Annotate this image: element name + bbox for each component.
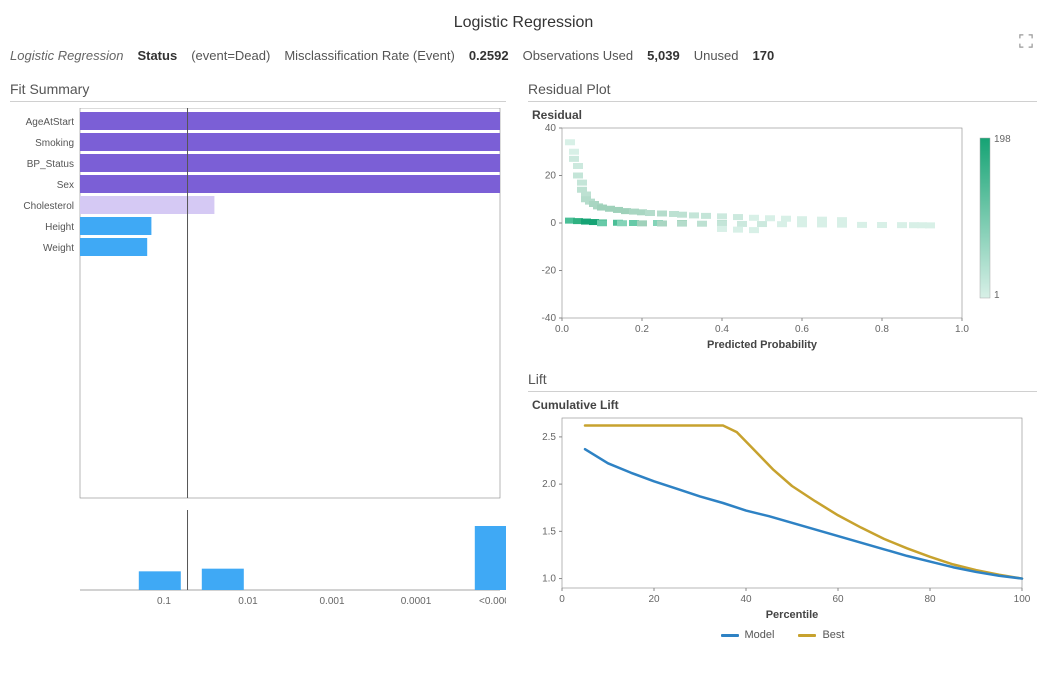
svg-text:2.5: 2.5	[542, 432, 556, 443]
svg-text:1.0: 1.0	[955, 324, 969, 335]
svg-text:40: 40	[740, 594, 752, 605]
svg-text:80: 80	[924, 594, 936, 605]
svg-text:-20: -20	[542, 266, 557, 277]
lift-y-title: Cumulative Lift	[532, 398, 1037, 412]
svg-text:Height: Height	[45, 222, 74, 233]
svg-text:Weight: Weight	[43, 243, 74, 254]
svg-text:1: 1	[994, 290, 1000, 301]
model-name: Logistic Regression	[10, 48, 123, 63]
svg-text:0.001: 0.001	[319, 596, 344, 607]
svg-text:40: 40	[545, 124, 557, 134]
page-title: Logistic Regression	[10, 14, 1037, 32]
residual-plot-title: Residual Plot	[528, 81, 1037, 102]
residual-y-title: Residual	[532, 108, 1037, 122]
obs-used-value: 5,039	[647, 48, 680, 63]
svg-text:20: 20	[545, 171, 557, 182]
svg-text:-40: -40	[542, 313, 557, 324]
svg-text:0.6: 0.6	[795, 324, 809, 335]
svg-text:<0.00001: <0.00001	[479, 596, 506, 607]
expand-icon[interactable]	[1019, 34, 1033, 48]
svg-text:0.1: 0.1	[157, 596, 171, 607]
lift-title: Lift	[528, 371, 1037, 392]
metric-label: Misclassification Rate (Event)	[284, 48, 455, 63]
svg-text:198: 198	[994, 134, 1011, 145]
lift-chart: 1.0 1.5 2.0 2.5 0 20 40 60 80 100 Percentile	[528, 414, 1032, 622]
svg-text:0.01: 0.01	[238, 596, 258, 607]
svg-text:0: 0	[550, 218, 556, 229]
svg-text:0: 0	[559, 594, 565, 605]
svg-text:Percentile: Percentile	[766, 609, 819, 621]
svg-text:1.5: 1.5	[542, 526, 556, 537]
fit-summary-title: Fit Summary	[10, 81, 506, 102]
event-label: (event=Dead)	[191, 48, 270, 63]
unused-label: Unused	[694, 48, 739, 63]
svg-text:0.0001: 0.0001	[401, 596, 432, 607]
svg-text:100: 100	[1014, 594, 1031, 605]
unused-value: 170	[753, 48, 775, 63]
svg-text:0.4: 0.4	[715, 324, 729, 335]
lift-legend: Model Best	[528, 629, 1037, 641]
status-label: Status	[137, 48, 177, 63]
svg-text:Predicted Probability: Predicted Probability	[707, 339, 818, 351]
svg-text:Sex: Sex	[57, 180, 74, 191]
svg-text:0.8: 0.8	[875, 324, 889, 335]
summary-row: Logistic Regression Status (event=Dead) …	[10, 48, 1037, 63]
svg-text:BP_Status: BP_Status	[27, 159, 74, 170]
legend-item: Model	[721, 629, 775, 641]
svg-text:AgeAtStart: AgeAtStart	[26, 117, 75, 128]
svg-text:0.0: 0.0	[555, 324, 569, 335]
obs-used-label: Observations Used	[523, 48, 634, 63]
legend-item: Best	[798, 629, 844, 641]
residual-plot-chart: -40 -20 0 20 40 0.0 0.2 0.4 0.6 0.8 1.0 Predicted P…	[528, 124, 1022, 352]
fit-summary-chart: AgeAtStart Smoking BP_Status Sex Cholesterol…	[10, 108, 506, 608]
svg-text:Smoking: Smoking	[35, 138, 74, 149]
svg-text:Cholesterol: Cholesterol	[23, 201, 74, 212]
svg-text:60: 60	[832, 594, 844, 605]
metric-value: 0.2592	[469, 48, 509, 63]
svg-text:2.0: 2.0	[542, 479, 556, 490]
svg-text:1.0: 1.0	[542, 574, 556, 585]
svg-text:20: 20	[648, 594, 660, 605]
svg-text:0.2: 0.2	[635, 324, 649, 335]
